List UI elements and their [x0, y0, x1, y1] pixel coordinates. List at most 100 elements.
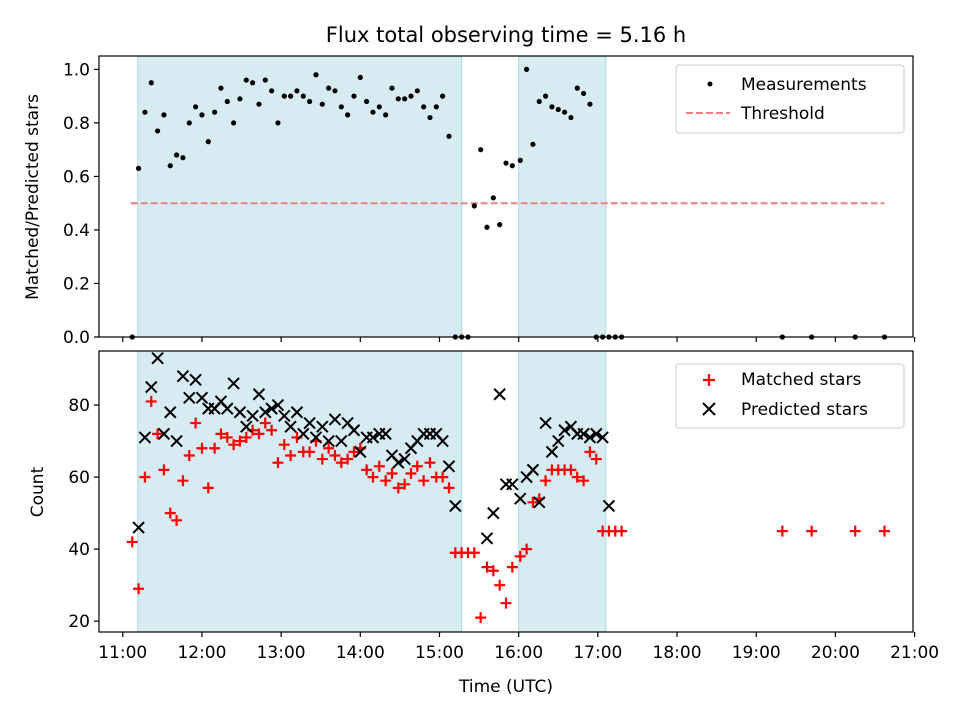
matched-star-point	[386, 467, 398, 479]
top-y-ticks: 0.0 0.2 0.4 0.6 0.8 1.0	[63, 60, 99, 348]
measurement-point	[224, 98, 230, 105]
matched-star-point	[158, 464, 170, 476]
matched-star-point	[367, 471, 379, 483]
measurement-point	[433, 104, 439, 110]
measurement-point	[509, 163, 515, 169]
measurement-point	[313, 72, 319, 78]
matched-star-point	[584, 446, 596, 458]
matched-star-point	[361, 464, 373, 476]
matched-star-point	[234, 435, 246, 447]
predicted-star-point	[303, 416, 316, 430]
predicted-star-point	[347, 424, 361, 437]
measurement-point	[446, 133, 452, 139]
predicted-star-point	[366, 431, 380, 444]
predicted-star-point	[354, 445, 367, 459]
bot-y-tick-label: 60	[68, 468, 90, 488]
measurement-point	[269, 88, 275, 94]
matched-star-point	[304, 446, 316, 458]
matched-star-point	[215, 428, 227, 440]
measurement-point	[536, 98, 542, 105]
measurement-point	[574, 85, 580, 91]
measurement-point	[484, 224, 490, 230]
matched-star-point	[126, 536, 138, 548]
matched-star-point	[437, 471, 449, 483]
matched-star-point	[565, 464, 577, 476]
predicted-star-point	[533, 496, 546, 509]
measurement-point	[262, 77, 268, 83]
bot-y-tick-label: 40	[68, 540, 90, 560]
predicted-star-point	[145, 380, 158, 394]
matched-star-point	[329, 449, 341, 461]
matched-star-point	[411, 460, 423, 472]
predicted-star-point	[221, 402, 234, 415]
matched-star-point	[849, 525, 861, 537]
legend-matched-marker	[703, 374, 715, 386]
predicted-star-point	[227, 377, 240, 390]
measurement-point	[549, 104, 555, 110]
measurement-point	[218, 85, 224, 91]
measurement-point	[523, 66, 530, 72]
predicted-star-point	[290, 406, 304, 419]
predicted-star-point	[240, 420, 253, 433]
top-observing-band-0	[137, 55, 463, 338]
measurement-point	[587, 101, 593, 107]
predicted-star-point	[189, 373, 202, 387]
predicted-star-point	[449, 499, 462, 513]
matched-star-point	[380, 475, 392, 487]
predicted-star-point	[480, 532, 494, 545]
top-y-tick-label: 0.8	[63, 114, 90, 134]
x-tick-label: 21:00	[890, 643, 939, 663]
measurement-point	[154, 128, 161, 134]
predicted-star-point	[526, 463, 540, 477]
matched-star-point	[221, 431, 233, 443]
matched-star-point	[171, 514, 183, 526]
measurement-point	[167, 163, 173, 169]
matched-star-point	[183, 449, 195, 461]
x-tick-label: 18:00	[653, 643, 702, 663]
matched-star-point	[240, 431, 252, 443]
bot-observing-band-1	[518, 350, 607, 633]
measurement-point	[351, 93, 357, 99]
predicted-star-point	[602, 499, 616, 513]
matched-star-point	[468, 547, 480, 559]
measurement-point	[281, 93, 287, 99]
matched-star-point	[145, 395, 157, 407]
matched-star-point	[196, 442, 208, 454]
matched-star-point	[424, 457, 436, 469]
measurement-point	[193, 104, 199, 110]
matched-star-point	[139, 471, 151, 483]
top-y-tick-label: 0.2	[63, 274, 90, 294]
matched-star-point	[590, 453, 602, 465]
measurement-point	[471, 203, 477, 209]
predicted-star-point	[506, 478, 519, 491]
top-y-tick-label: 0.0	[63, 328, 90, 348]
predicted-star-point	[176, 370, 190, 383]
matched-star-point	[405, 467, 417, 479]
measurement-point	[212, 109, 218, 115]
legend-measurements-label: Measurements	[741, 75, 867, 95]
measurement-point	[300, 93, 306, 99]
measurement-point	[332, 88, 338, 94]
bottom-legend: Matched stars Predicted stars	[675, 363, 905, 429]
top-x-ticks	[122, 337, 916, 342]
predicted-star-point	[132, 521, 145, 534]
predicted-star-point	[545, 445, 559, 459]
measurement-point	[555, 106, 561, 113]
predicted-star-point	[284, 420, 297, 433]
top-observing-band-1	[518, 55, 607, 338]
matched-star-point	[259, 417, 271, 429]
predicted-star-point	[514, 492, 527, 505]
predicted-star-point	[335, 434, 348, 448]
matched-star-point	[323, 442, 335, 454]
top-y-axis-label: Matched/Predicted stars	[23, 94, 43, 300]
matched-star-point	[500, 597, 512, 609]
predicted-star-point	[442, 460, 456, 473]
x-tick-label: 14:00	[336, 643, 385, 663]
matched-star-point	[373, 460, 385, 472]
measurement-point	[389, 85, 395, 91]
x-tick-label: 17:00	[573, 643, 622, 663]
measurement-point	[326, 85, 332, 91]
measurement-point	[478, 147, 484, 153]
matched-stars-points	[126, 395, 890, 624]
measurement-point	[237, 96, 243, 102]
